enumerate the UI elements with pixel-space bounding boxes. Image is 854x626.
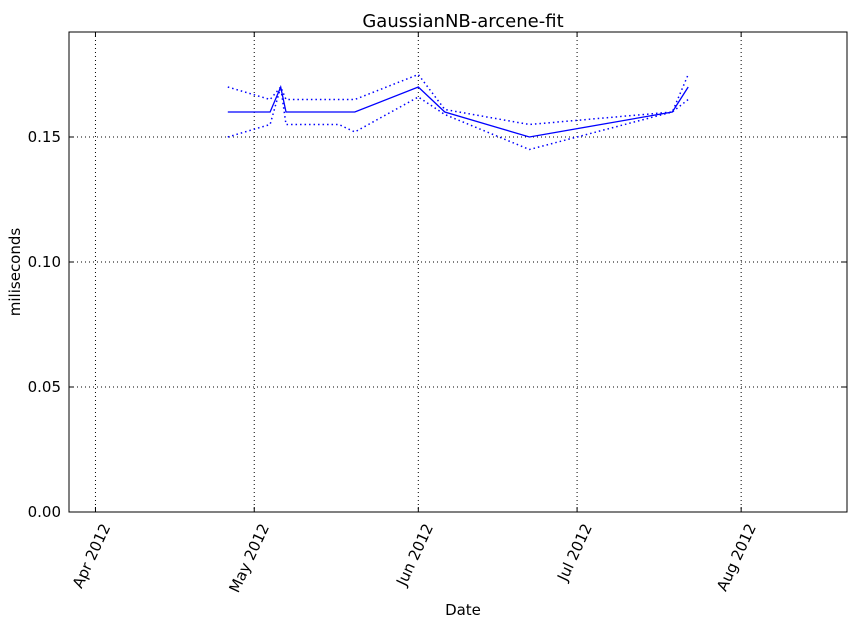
x-tick-label: Jul 2012: [553, 521, 596, 585]
y-axis: 0.00 0.05 0.10 0.15: [28, 128, 847, 521]
series-line-bound: [227, 86, 689, 151]
x-tick-label: May 2012: [225, 521, 273, 596]
series-line-bound: [227, 73, 689, 126]
x-axis-label: Date: [445, 601, 481, 619]
y-tick-label: 0.10: [28, 253, 61, 271]
chart-title: GaussianNB-arcene-fit: [362, 11, 563, 32]
series-line-mean: [227, 84, 689, 138]
y-tick-label: 0.05: [28, 378, 61, 396]
y-tick-label: 0.00: [28, 503, 61, 521]
x-tick-label: Aug 2012: [713, 521, 760, 594]
y-axis-label: miliseconds: [6, 228, 24, 317]
grid: [69, 32, 847, 513]
x-tick-label: Apr 2012: [69, 521, 114, 591]
plot-frame: [68, 31, 848, 513]
series-lines: [227, 73, 689, 151]
y-tick-label: 0.15: [28, 128, 61, 146]
x-tick-label: Jun 2012: [392, 521, 437, 590]
